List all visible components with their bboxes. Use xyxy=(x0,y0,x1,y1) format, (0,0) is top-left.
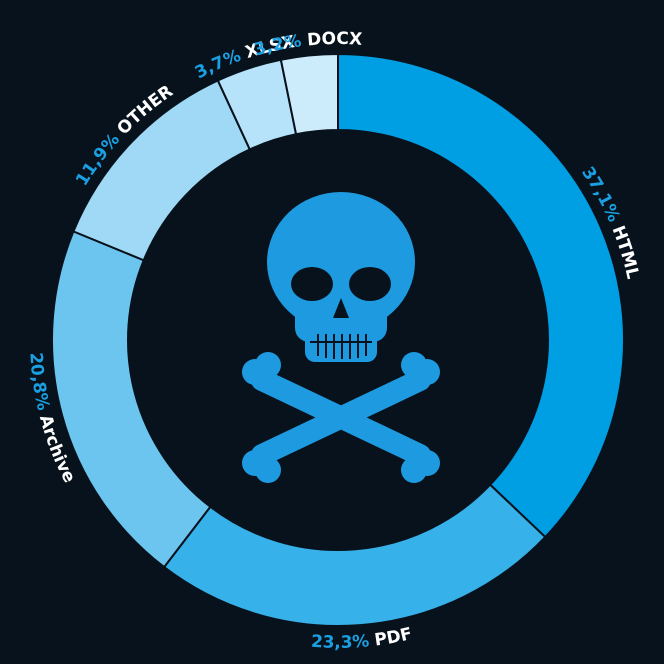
slices xyxy=(51,52,625,627)
skull-icon xyxy=(242,192,440,483)
donut-slice xyxy=(279,52,339,136)
category-label: DOCX xyxy=(307,29,363,51)
value-label: 23,3% xyxy=(310,631,370,653)
donut-slice xyxy=(337,52,625,539)
